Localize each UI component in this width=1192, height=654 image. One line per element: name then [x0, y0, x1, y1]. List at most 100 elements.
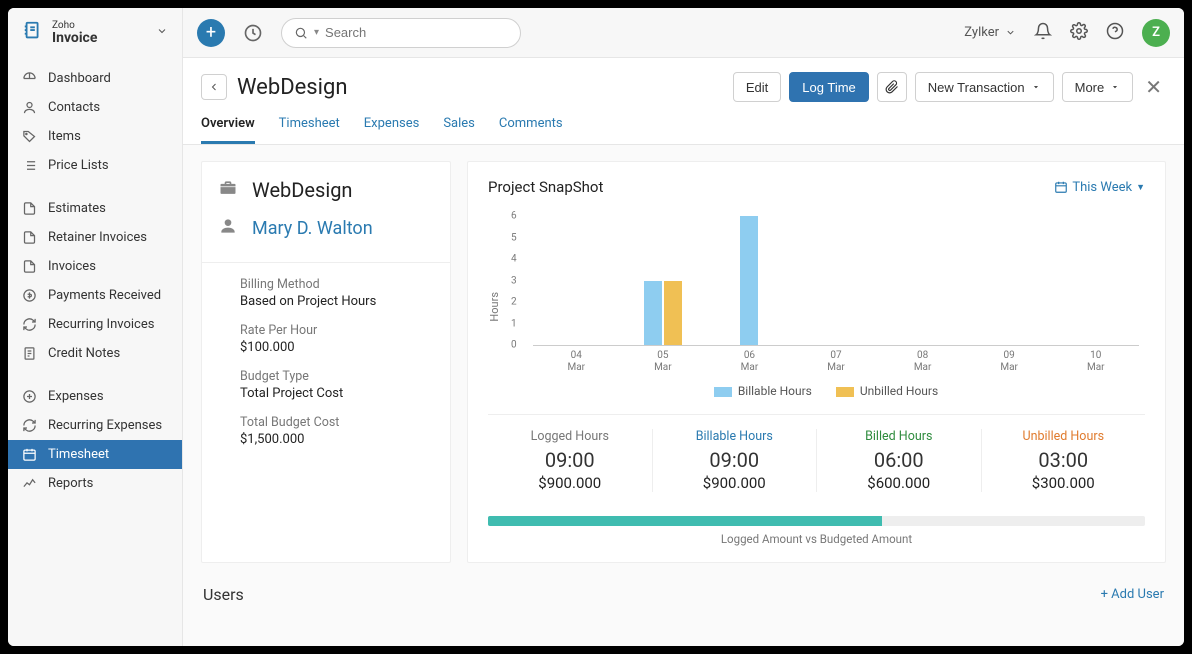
reports-icon — [22, 476, 38, 491]
settings-icon[interactable] — [1070, 22, 1088, 44]
tab-sales[interactable]: Sales — [443, 116, 475, 144]
stat-block: Unbilled Hours03:00$300.000 — [982, 429, 1146, 492]
legend-item: Unbilled Hours — [836, 384, 938, 398]
caret-down-icon — [1110, 82, 1120, 92]
sidebar-item-reports[interactable]: Reports — [8, 469, 182, 498]
search-input[interactable] — [325, 25, 508, 40]
sidebar-item-label: Recurring Invoices — [48, 317, 154, 332]
list-icon — [22, 158, 38, 173]
log-time-button[interactable]: Log Time — [789, 72, 868, 102]
avatar[interactable]: Z — [1142, 19, 1170, 47]
payment-icon — [22, 288, 38, 303]
org-picker[interactable]: Zylker — [964, 25, 1016, 40]
brand[interactable]: ZohoInvoice — [8, 8, 182, 58]
progress-bar — [488, 516, 1145, 526]
bar — [644, 281, 662, 346]
project-detail: Rate Per Hour$100.000 — [240, 323, 430, 355]
yaxis-label: Hours — [488, 292, 501, 322]
sidebar-item-label: Invoices — [48, 259, 96, 274]
sidebar-item-invoices[interactable]: Invoices — [8, 252, 182, 281]
users-heading: Users — [203, 585, 244, 604]
sidebar-item-price-lists[interactable]: Price Lists — [8, 151, 182, 180]
paperclip-icon — [885, 80, 899, 94]
doc-icon — [22, 230, 38, 245]
sidebar-item-contacts[interactable]: Contacts — [8, 93, 182, 122]
bar-chart: 0123456 — [533, 216, 1139, 346]
search-icon — [294, 26, 308, 40]
caret-down-icon — [1031, 82, 1041, 92]
close-button[interactable]: ✕ — [1141, 75, 1166, 99]
sidebar-item-recurring-expenses[interactable]: Recurring Expenses — [8, 411, 182, 440]
xtick-label: 10Mar — [1052, 350, 1139, 374]
sidebar-item-estimates[interactable]: Estimates — [8, 194, 182, 223]
contact-link[interactable]: Mary D. Walton — [252, 218, 373, 239]
tab-overview[interactable]: Overview — [201, 116, 255, 144]
user-icon — [22, 100, 38, 115]
tab-timesheet[interactable]: Timesheet — [279, 116, 340, 144]
tab-comments[interactable]: Comments — [499, 116, 563, 144]
stat-block: Logged Hours09:00$900.000 — [488, 429, 653, 492]
tag-icon — [22, 129, 38, 144]
bar — [664, 281, 682, 346]
tabs: Overview Timesheet Expenses Sales Comments — [183, 102, 1184, 145]
project-name: WebDesign — [252, 178, 352, 202]
add-user-link[interactable]: + Add User — [1101, 587, 1164, 602]
sidebar-item-label: Retainer Invoices — [48, 230, 147, 245]
dashboard-icon — [22, 71, 38, 86]
legend-item: Billable Hours — [714, 384, 812, 398]
project-detail: Total Budget Cost$1,500.000 — [240, 415, 430, 447]
more-button[interactable]: More — [1062, 72, 1134, 102]
invoice-logo-icon — [22, 20, 44, 46]
sidebar-item-dashboard[interactable]: Dashboard — [8, 64, 182, 93]
search-scope-caret[interactable]: ▾ — [314, 27, 319, 38]
sidebar-item-label: Items — [48, 129, 81, 144]
help-icon[interactable] — [1106, 22, 1124, 44]
recent-history-button[interactable] — [239, 19, 267, 47]
nav: Dashboard Contacts Items Price Lists Estimat… — [8, 58, 182, 498]
period-picker[interactable]: This Week ▼ — [1054, 180, 1145, 195]
recur-icon — [22, 317, 38, 332]
back-button[interactable] — [201, 74, 227, 100]
sidebar-item-payments-received[interactable]: Payments Received — [8, 281, 182, 310]
project-info-card: WebDesign Mary D. Walton Billing MethodB… — [201, 161, 451, 563]
person-icon — [218, 216, 238, 240]
project-detail: Billing MethodBased on Project Hours — [240, 277, 430, 309]
sidebar-item-label: Recurring Expenses — [48, 418, 162, 433]
progress-label: Logged Amount vs Budgeted Amount — [488, 532, 1145, 546]
topbar: + ▾ Zylker Z — [183, 8, 1184, 58]
notifications-icon[interactable] — [1034, 22, 1052, 44]
calendar-icon — [1054, 180, 1068, 194]
chevron-down-icon[interactable] — [156, 25, 168, 41]
org-name: Zylker — [964, 25, 999, 40]
sidebar-item-label: Reports — [48, 476, 93, 491]
tab-expenses[interactable]: Expenses — [364, 116, 420, 144]
search-box[interactable]: ▾ — [281, 18, 521, 48]
new-transaction-button[interactable]: New Transaction — [915, 72, 1054, 102]
sidebar-item-label: Dashboard — [48, 71, 111, 86]
sidebar-item-label: Contacts — [48, 100, 100, 115]
timesheet-icon — [22, 447, 38, 462]
snapshot-card: Project SnapShot This Week ▼ Hours 01234… — [467, 161, 1166, 563]
sidebar-item-retainer-invoices[interactable]: Retainer Invoices — [8, 223, 182, 252]
doc-icon — [22, 201, 38, 216]
sidebar-item-label: Expenses — [48, 389, 104, 404]
attachment-button[interactable] — [877, 72, 907, 102]
xtick-label: 06Mar — [706, 350, 793, 374]
sidebar-item-label: Timesheet — [48, 447, 109, 462]
sidebar-item-label: Credit Notes — [48, 346, 120, 361]
edit-button[interactable]: Edit — [733, 72, 781, 102]
xtick-label: 09Mar — [966, 350, 1053, 374]
xtick-label: 05Mar — [620, 350, 707, 374]
sidebar-item-timesheet[interactable]: Timesheet — [8, 440, 182, 469]
sidebar-item-label: Payments Received — [48, 288, 161, 303]
recur-icon — [22, 418, 38, 433]
sidebar-item-recurring-invoices[interactable]: Recurring Invoices — [8, 310, 182, 339]
sidebar-item-expenses[interactable]: Expenses — [8, 382, 182, 411]
sidebar-item-items[interactable]: Items — [8, 122, 182, 151]
briefcase-icon — [218, 178, 238, 202]
page-header: WebDesign Edit Log Time New Transaction … — [183, 58, 1184, 102]
sidebar-item-credit-notes[interactable]: Credit Notes — [8, 339, 182, 368]
sidebar-item-label: Price Lists — [48, 158, 109, 173]
note-icon — [22, 346, 38, 361]
quick-add-button[interactable]: + — [197, 19, 225, 47]
